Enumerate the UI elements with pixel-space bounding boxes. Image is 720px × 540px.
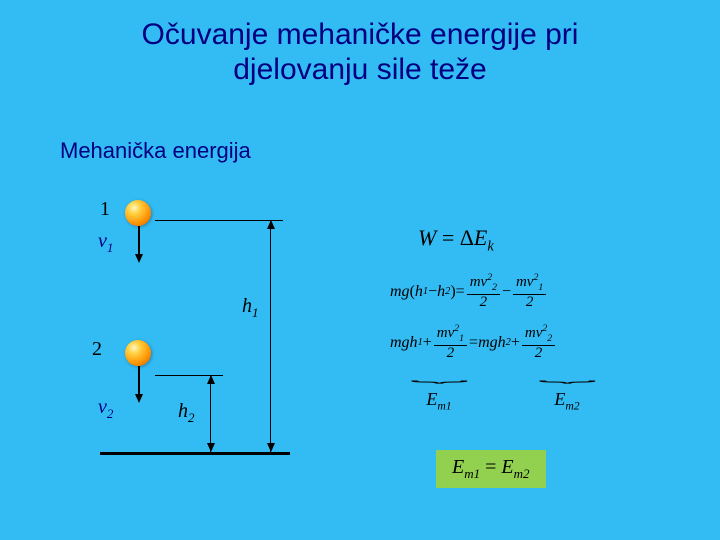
- h1-arrow-up-icon: [267, 220, 275, 229]
- energy-diagram: 1 v1 2 v2 h1 h2: [70, 200, 310, 460]
- ball-2-icon: [125, 340, 151, 366]
- equation-2: mg(h1 − h2) = mv22 2 − mv21 2: [390, 273, 690, 310]
- brace-icon: ⏟: [410, 372, 468, 379]
- equation-3: mgh1 + mv212 = mgh2 + mv222: [390, 324, 690, 361]
- equations-block: W = ΔEk mg(h1 − h2) = mv22 2 − mv21 2 mg…: [390, 225, 690, 413]
- ball1-fall-shaft: [138, 226, 140, 256]
- h1-arrow-shaft: [270, 220, 271, 452]
- ball-1-label: 1: [100, 198, 110, 221]
- equation-1: W = ΔEk: [390, 225, 690, 255]
- v1-label: v1: [98, 230, 113, 256]
- title-line1: Očuvanje mehaničke energije pri: [142, 18, 579, 51]
- eq2-frac2: mv21 2: [513, 273, 546, 310]
- brace-right: ⏟ Em2: [512, 369, 622, 413]
- h2-arrow-up-icon: [207, 375, 215, 384]
- h2-arrow-shaft: [210, 375, 211, 452]
- eq2-frac1: mv22 2: [467, 273, 500, 310]
- v2-label: v2: [98, 396, 113, 422]
- h1-label: h1: [242, 295, 259, 321]
- ground-line: [100, 452, 290, 455]
- ball-1-icon: [125, 200, 151, 226]
- brace-icon: ⏟: [538, 372, 596, 379]
- ref-line-1: [155, 220, 283, 221]
- ball2-fall-arrow-icon: [135, 394, 143, 403]
- subtitle: Mehanička energija: [60, 138, 251, 164]
- brace-row: ⏟ Em1 ⏟ Em2: [390, 369, 690, 413]
- ball1-fall-arrow-icon: [135, 254, 143, 263]
- title-line2: djelovanju sile teže: [233, 53, 487, 86]
- slide-title: Očuvanje mehaničke energije pri djelovan…: [0, 0, 720, 87]
- result-equation: Em1 = Em2: [436, 450, 546, 488]
- h2-arrow-down-icon: [207, 443, 215, 452]
- ball-2-label: 2: [92, 338, 102, 361]
- h2-label: h2: [178, 400, 195, 426]
- h1-arrow-down-icon: [267, 443, 275, 452]
- ball2-fall-shaft: [138, 366, 140, 396]
- brace-left: ⏟ Em1: [384, 369, 494, 413]
